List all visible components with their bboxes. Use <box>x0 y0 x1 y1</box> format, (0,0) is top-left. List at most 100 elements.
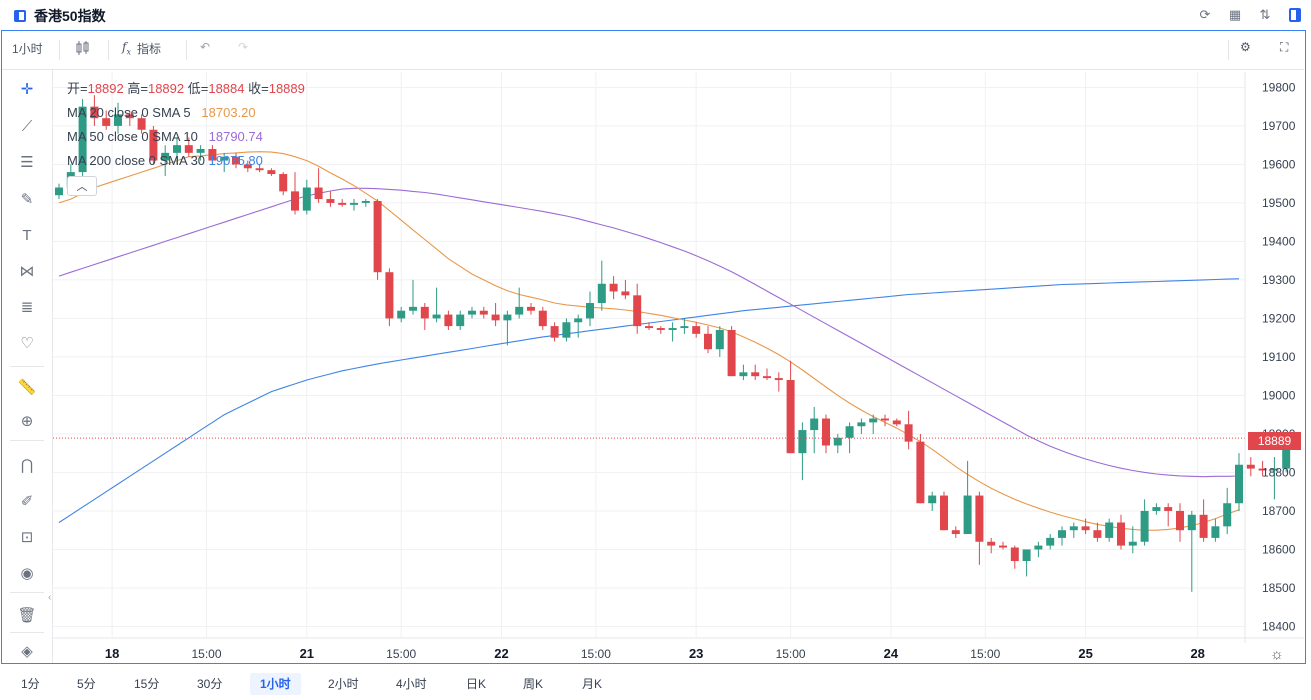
candle-body <box>786 380 795 454</box>
crosshair-icon[interactable]: ✛ <box>20 81 34 98</box>
heart-icon[interactable]: ♡ <box>20 335 34 352</box>
candle-body <box>385 272 394 319</box>
candle-body <box>409 306 417 311</box>
trend-line-icon[interactable]: ⟋ <box>21 117 33 135</box>
candle-body <box>739 372 748 377</box>
panel-icon[interactable] <box>14 10 26 22</box>
candle-body <box>928 495 937 504</box>
eye-icon[interactable]: ◉ <box>20 565 34 582</box>
candle-body <box>196 149 205 153</box>
sidebar-toggle-icon[interactable] <box>1285 5 1305 25</box>
candle-body <box>881 418 889 421</box>
period-week[interactable]: 周K <box>523 677 544 691</box>
candle-body <box>420 306 429 319</box>
low-value: 18884 <box>208 81 245 96</box>
close-label: 收= <box>248 81 269 96</box>
candle-body <box>184 145 193 153</box>
y-tick-label: 18600 <box>1262 542 1296 556</box>
candle-body <box>479 310 488 315</box>
refresh-icon[interactable]: ⟳ <box>1199 7 1211 22</box>
x-tick-label: 21 <box>300 646 314 661</box>
period-month[interactable]: 月K <box>582 677 603 691</box>
x-tick-label: 24 <box>884 646 899 661</box>
trash-icon[interactable]: 🗑 <box>17 607 37 624</box>
candle-body <box>456 314 465 327</box>
x-tick-label: 23 <box>689 646 703 661</box>
ma50-line <box>58 187 1240 478</box>
period-4h[interactable]: 4小时 <box>396 677 427 691</box>
candle-body <box>751 372 760 377</box>
fibonacci-icon[interactable]: ≣ <box>20 299 34 316</box>
candle-body <box>1140 510 1149 542</box>
zoom-in-icon[interactable]: ⊕ <box>20 413 34 430</box>
pattern-icon[interactable]: ⋈ <box>19 263 35 280</box>
candle-body <box>137 118 146 130</box>
y-tick-label: 18700 <box>1262 504 1296 518</box>
redo-icon[interactable]: ↷ <box>238 40 249 54</box>
collapse-sidebar-icon[interactable]: ‹ <box>48 592 52 603</box>
ma50-row[interactable]: MA 50 close 0 SMA 10 18790.74 <box>67 129 305 153</box>
candle-body <box>892 420 901 425</box>
period-2h[interactable]: 2小时 <box>328 677 359 691</box>
x-tick-label: 18 <box>105 646 119 661</box>
candle-body <box>822 418 830 446</box>
period-day[interactable]: 日K <box>466 677 487 691</box>
fullscreen-icon[interactable]: ⛶ <box>1280 40 1289 54</box>
undo-icon[interactable]: ↶ <box>200 40 211 54</box>
ma20-row[interactable]: MA 20 close 0 SMA 5 18703.20 <box>67 105 305 129</box>
candle-body <box>1128 541 1137 546</box>
candle-body <box>633 295 642 327</box>
unlock-icon[interactable]: ⊡ <box>20 529 34 546</box>
ruler-icon[interactable]: 📏 <box>17 379 37 396</box>
candle-body <box>338 202 347 205</box>
high-value: 18892 <box>147 81 185 96</box>
candle-body <box>1081 526 1090 531</box>
candle-body <box>1187 514 1196 531</box>
ma200-row[interactable]: MA 200 close 0 SMA 30 19075.80 <box>67 153 305 177</box>
candle-body <box>1164 507 1173 511</box>
candle-body <box>503 314 512 321</box>
sort-icon[interactable]: ⇅ <box>1259 7 1271 22</box>
candle-body <box>940 495 948 531</box>
y-tick-label: 19000 <box>1262 388 1296 402</box>
candle-body <box>798 430 807 454</box>
period-30m[interactable]: 30分 <box>197 677 223 691</box>
candle-body <box>161 152 170 161</box>
candle-body <box>125 114 134 119</box>
candle-body <box>1058 530 1066 538</box>
settings-icon[interactable]: ⚙ <box>1240 40 1251 54</box>
candle-body <box>1235 464 1243 504</box>
candle-body <box>774 378 783 381</box>
grid-icon[interactable]: ▦ <box>1228 7 1242 22</box>
interval-selector[interactable]: 1小时 <box>12 40 43 57</box>
candle-body <box>1211 526 1220 538</box>
period-15m[interactable]: 15分 <box>134 677 160 691</box>
pencil-lock-icon[interactable]: ✐ <box>20 493 34 510</box>
candle-body <box>1069 526 1078 531</box>
candle-body <box>232 156 240 165</box>
period-1h[interactable]: 1小时 <box>250 673 301 695</box>
magnet-icon[interactable]: ⋂ <box>20 457 34 474</box>
candlestick-type-icon[interactable] <box>74 40 90 56</box>
period-1m[interactable]: 1分 <box>21 677 40 691</box>
candle-body <box>609 283 618 292</box>
layers-icon[interactable]: ◈ <box>21 643 33 660</box>
horizontal-lines-icon[interactable]: ☰ <box>20 154 34 171</box>
indicators-button[interactable]: fx 指标 <box>122 40 161 57</box>
x-tick-label: 22 <box>494 646 508 661</box>
indicators-label: 指标 <box>136 42 161 56</box>
text-icon[interactable]: T <box>22 226 32 244</box>
period-5m[interactable]: 5分 <box>77 677 96 691</box>
candle-body <box>255 168 264 171</box>
x-tick-label: 15:00 <box>970 647 1000 661</box>
ma20-value: 18703.20 <box>201 105 256 120</box>
candle-body <box>350 202 358 205</box>
brush-icon[interactable]: ✎ <box>20 191 34 208</box>
candle-body <box>1152 507 1161 511</box>
legend-collapse-button[interactable]: ︿ <box>67 176 97 196</box>
y-tick-label: 19700 <box>1262 119 1296 133</box>
period-bar: 1分 5分 15分 30分 1小时 2小时 4小时 日K 周K 月K <box>0 667 1311 700</box>
candle-body <box>220 156 229 161</box>
candle-body <box>397 310 406 319</box>
